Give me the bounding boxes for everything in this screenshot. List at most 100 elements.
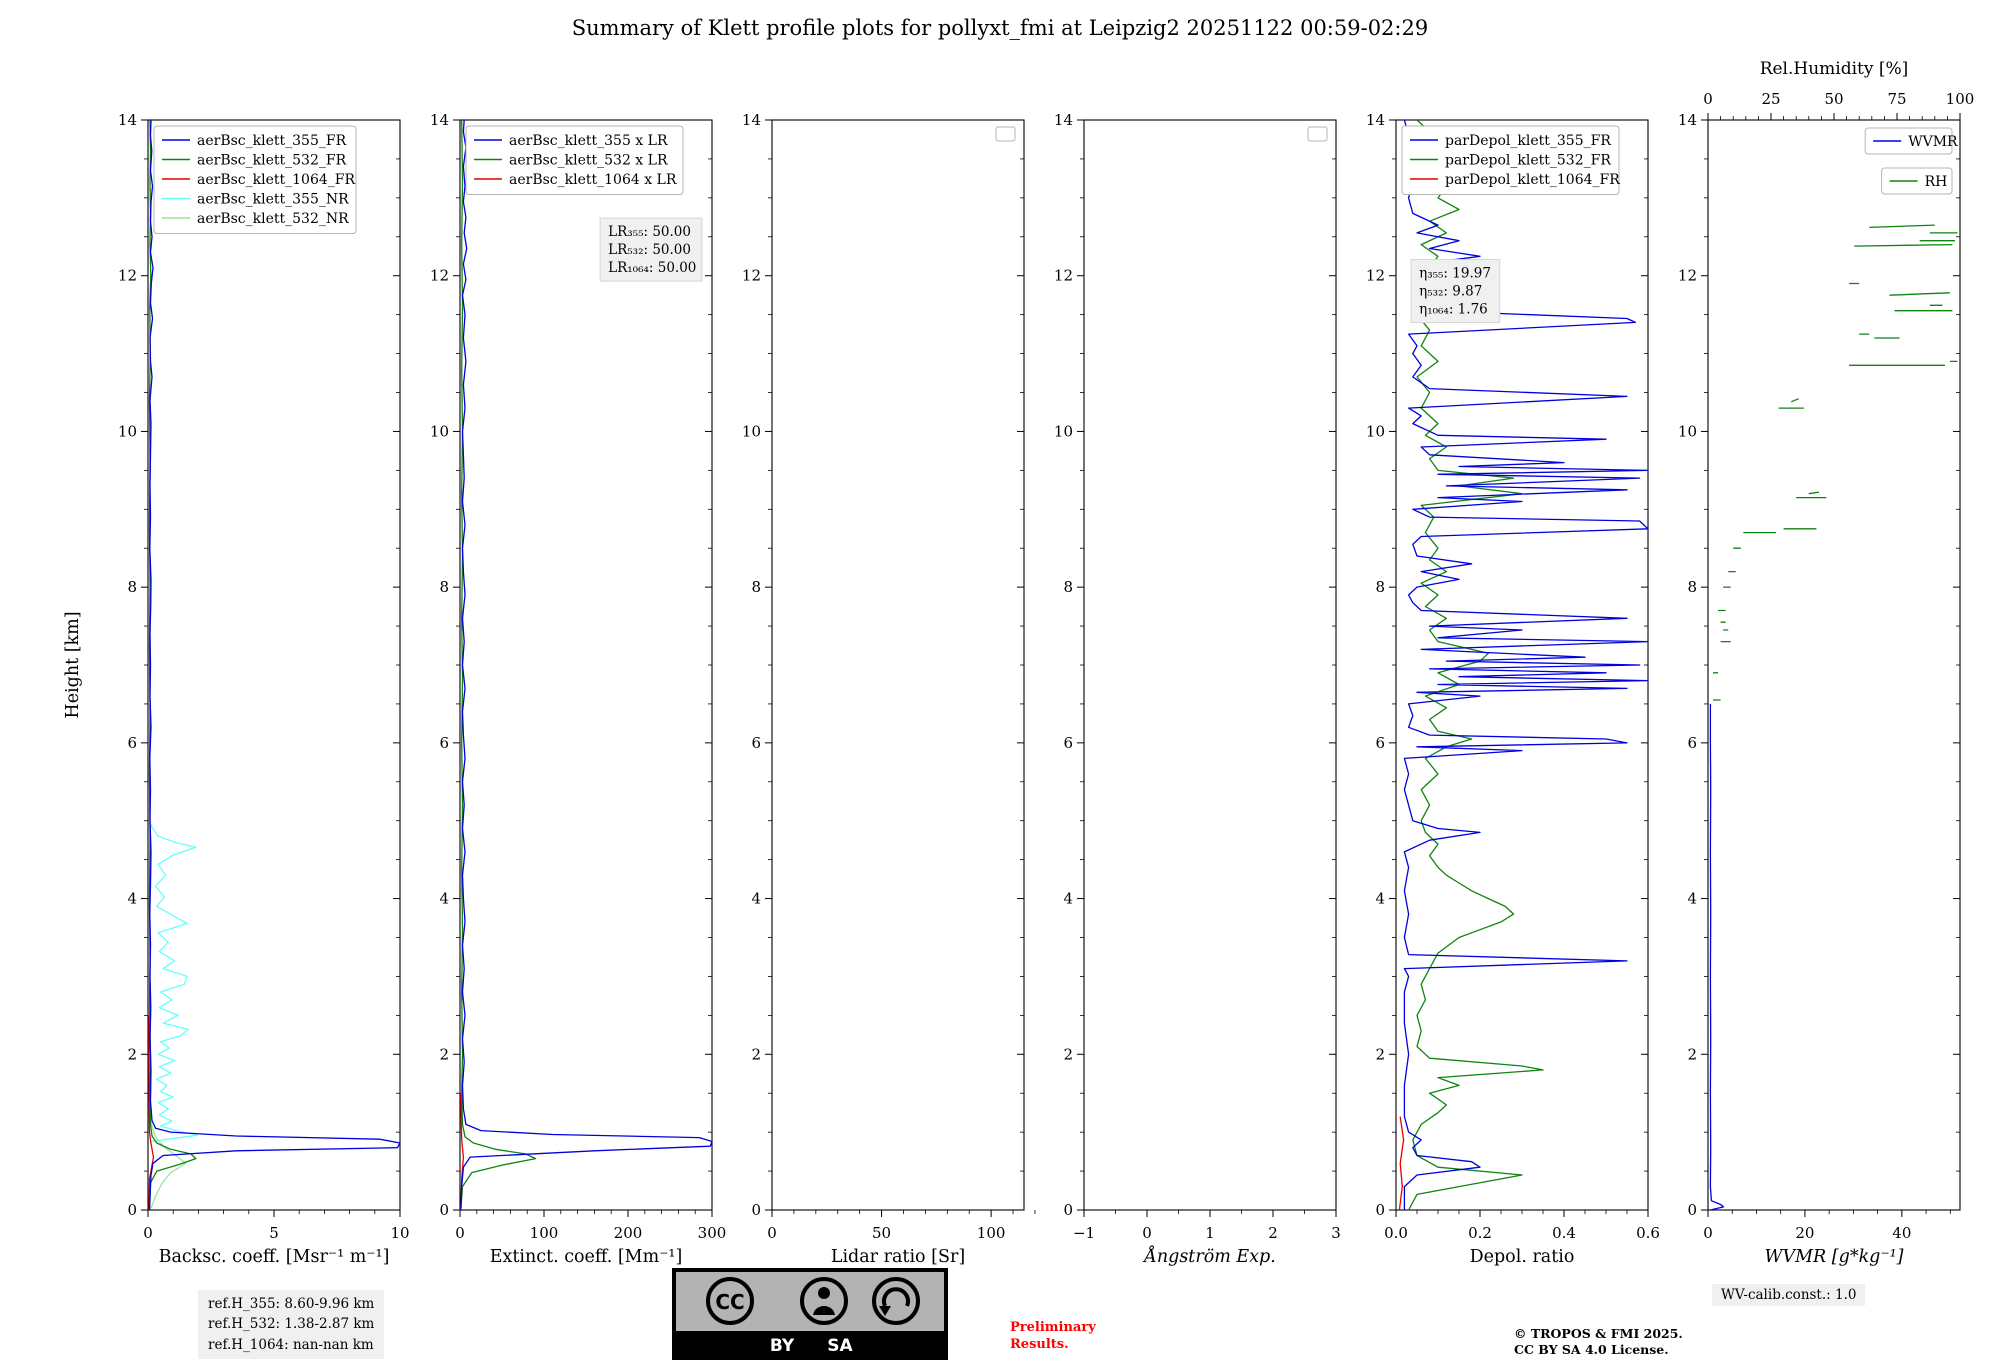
svg-text:0: 0 <box>143 1224 153 1242</box>
svg-text:8: 8 <box>751 578 761 596</box>
svg-text:0: 0 <box>1703 1224 1713 1242</box>
svg-text:6: 6 <box>1687 734 1697 752</box>
svg-text:0: 0 <box>751 1201 761 1219</box>
svg-text:300: 300 <box>698 1224 727 1242</box>
copyright-note: © TROPOS & FMI 2025. CC BY SA 4.0 Licens… <box>1514 1326 1683 1359</box>
preliminary-note: Preliminary Results. <box>1010 1320 1096 1354</box>
xlabel-depol-ratio: Depol. ratio <box>1470 1247 1575 1267</box>
series-parDepol_klett_1064_FR <box>1398 1116 1405 1211</box>
svg-text:LR₅₃₂: 50.00: LR₅₃₂: 50.00 <box>608 242 691 258</box>
axes-frame-backscatter <box>147 119 401 1211</box>
svg-text:10: 10 <box>1678 422 1697 440</box>
badge-by-label: BY <box>770 1336 795 1356</box>
panel-lidar-ratio: 0 50 100 0 2 4 6 8 10 12 14 Lidar ratio [Sr] <box>742 111 1036 1267</box>
axes-frame-lidar-ratio <box>771 119 1025 1211</box>
svg-text:4: 4 <box>1063 890 1073 908</box>
svg-text:6: 6 <box>439 734 449 752</box>
svg-text:4: 4 <box>751 890 761 908</box>
xlabel-lidar-ratio: Lidar ratio [Sr] <box>831 1247 965 1267</box>
axes-frame-wvmr <box>1707 119 1961 1211</box>
svg-text:0: 0 <box>1687 1201 1697 1219</box>
svg-text:CC: CC <box>715 1290 744 1314</box>
annotation-box-depol-ratio <box>1410 259 1501 324</box>
legend-backscatter <box>153 125 357 234</box>
svg-text:50: 50 <box>1824 90 1843 108</box>
svg-text:2: 2 <box>1375 1045 1385 1063</box>
svg-text:1: 1 <box>1205 1224 1215 1242</box>
svg-text:75: 75 <box>1887 90 1906 108</box>
svg-text:100: 100 <box>977 1224 1006 1242</box>
svg-text:0.6: 0.6 <box>1636 1224 1660 1242</box>
svg-text:4: 4 <box>439 890 449 908</box>
svg-text:12: 12 <box>1678 267 1697 285</box>
svg-text:14: 14 <box>742 111 761 129</box>
svg-text:4: 4 <box>127 890 137 908</box>
svg-text:0: 0 <box>1375 1201 1385 1219</box>
svg-text:4: 4 <box>1375 890 1385 908</box>
preliminary-line1: Preliminary <box>1010 1320 1096 1335</box>
svg-text:20: 20 <box>1795 1224 1814 1242</box>
svg-text:2: 2 <box>439 1045 449 1063</box>
svg-text:0: 0 <box>1142 1224 1152 1242</box>
svg-text:η₁₀₆₄: 1.76: η₁₀₆₄: 1.76 <box>1419 302 1488 318</box>
badge-sa-label: SA <box>827 1336 853 1356</box>
copyright-line1: © TROPOS & FMI 2025. <box>1514 1326 1683 1341</box>
legend-WVMR <box>1864 127 1953 155</box>
reference-height-note: ref.H_355: 8.60-9.96 km ref.H_532: 1.38-… <box>198 1290 385 1359</box>
svg-text:12: 12 <box>1054 267 1073 285</box>
svg-text:14: 14 <box>430 111 449 129</box>
svg-text:100: 100 <box>530 1224 559 1242</box>
svg-text:25: 25 <box>1761 90 1780 108</box>
svg-text:100: 100 <box>1946 90 1975 108</box>
badge-bottom-band <box>676 1331 944 1358</box>
legend-empty-lidar-ratio <box>995 126 1016 142</box>
svg-text:parDepol_klett_1064_FR: parDepol_klett_1064_FR <box>1445 172 1620 188</box>
svg-text:6: 6 <box>1063 734 1073 752</box>
svg-text:8: 8 <box>1063 578 1073 596</box>
svg-text:14: 14 <box>118 111 137 129</box>
cc-by-sa-badge: CC BY SA <box>672 1268 948 1360</box>
svg-text:50: 50 <box>872 1224 891 1242</box>
svg-text:0: 0 <box>1703 90 1713 108</box>
axes-frame-depol-ratio <box>1395 119 1649 1211</box>
svg-text:40: 40 <box>1892 1224 1911 1242</box>
svg-text:14: 14 <box>1054 111 1073 129</box>
svg-text:10: 10 <box>1054 422 1073 440</box>
attribution-person-icon <box>800 1277 848 1325</box>
series-aerBsc_klett_355_NR <box>148 820 198 1143</box>
svg-text:6: 6 <box>127 734 137 752</box>
svg-text:14: 14 <box>1678 111 1697 129</box>
svg-text:aerBsc_klett_532_NR: aerBsc_klett_532_NR <box>197 211 349 227</box>
svg-text:aerBsc_klett_532_FR: aerBsc_klett_532_FR <box>197 153 347 169</box>
svg-text:0.0: 0.0 <box>1384 1224 1408 1242</box>
annotation-box-extinction <box>599 217 703 282</box>
cc-icon: CC <box>706 1277 754 1325</box>
svg-text:6: 6 <box>1375 734 1385 752</box>
svg-text:LR₃₅₅: 50.00: LR₃₅₅: 50.00 <box>608 224 691 240</box>
panel-wvmr: 0 20 40 0 2 4 6 8 10 12 14 0 25 50 75 100 Rel.Humidity [… <box>1678 59 1974 1267</box>
svg-text:2: 2 <box>1063 1045 1073 1063</box>
svg-text:RH: RH <box>1925 174 1948 190</box>
series-aerBsc_klett_532_FR <box>148 119 197 1211</box>
svg-text:2: 2 <box>1687 1045 1697 1063</box>
series-aerBsc_klett_532_NR <box>149 1112 187 1209</box>
wv-calib-note: WV-calib.const.: 1.0 <box>1712 1284 1866 1306</box>
svg-text:aerBsc_klett_1064_FR: aerBsc_klett_1064_FR <box>197 172 355 188</box>
xlabel-wvmr: WVMR [g*kg⁻¹] <box>1765 1247 1904 1267</box>
axes-frame-extinction <box>459 119 713 1211</box>
svg-text:aerBsc_klett_532 x LR: aerBsc_klett_532 x LR <box>509 153 668 169</box>
svg-text:8: 8 <box>1375 578 1385 596</box>
preliminary-line2: Results. <box>1010 1336 1069 1352</box>
svg-text:0: 0 <box>127 1201 137 1219</box>
svg-text:10: 10 <box>430 422 449 440</box>
svg-text:8: 8 <box>1687 578 1697 596</box>
svg-text:0: 0 <box>455 1224 465 1242</box>
svg-text:12: 12 <box>742 267 761 285</box>
svg-text:−1: −1 <box>1073 1224 1095 1242</box>
svg-text:2: 2 <box>127 1045 137 1063</box>
svg-text:aerBsc_klett_355_NR: aerBsc_klett_355_NR <box>197 192 349 208</box>
svg-text:10: 10 <box>742 422 761 440</box>
ref-h-1064: ref.H_1064: nan-nan km <box>208 1336 374 1353</box>
